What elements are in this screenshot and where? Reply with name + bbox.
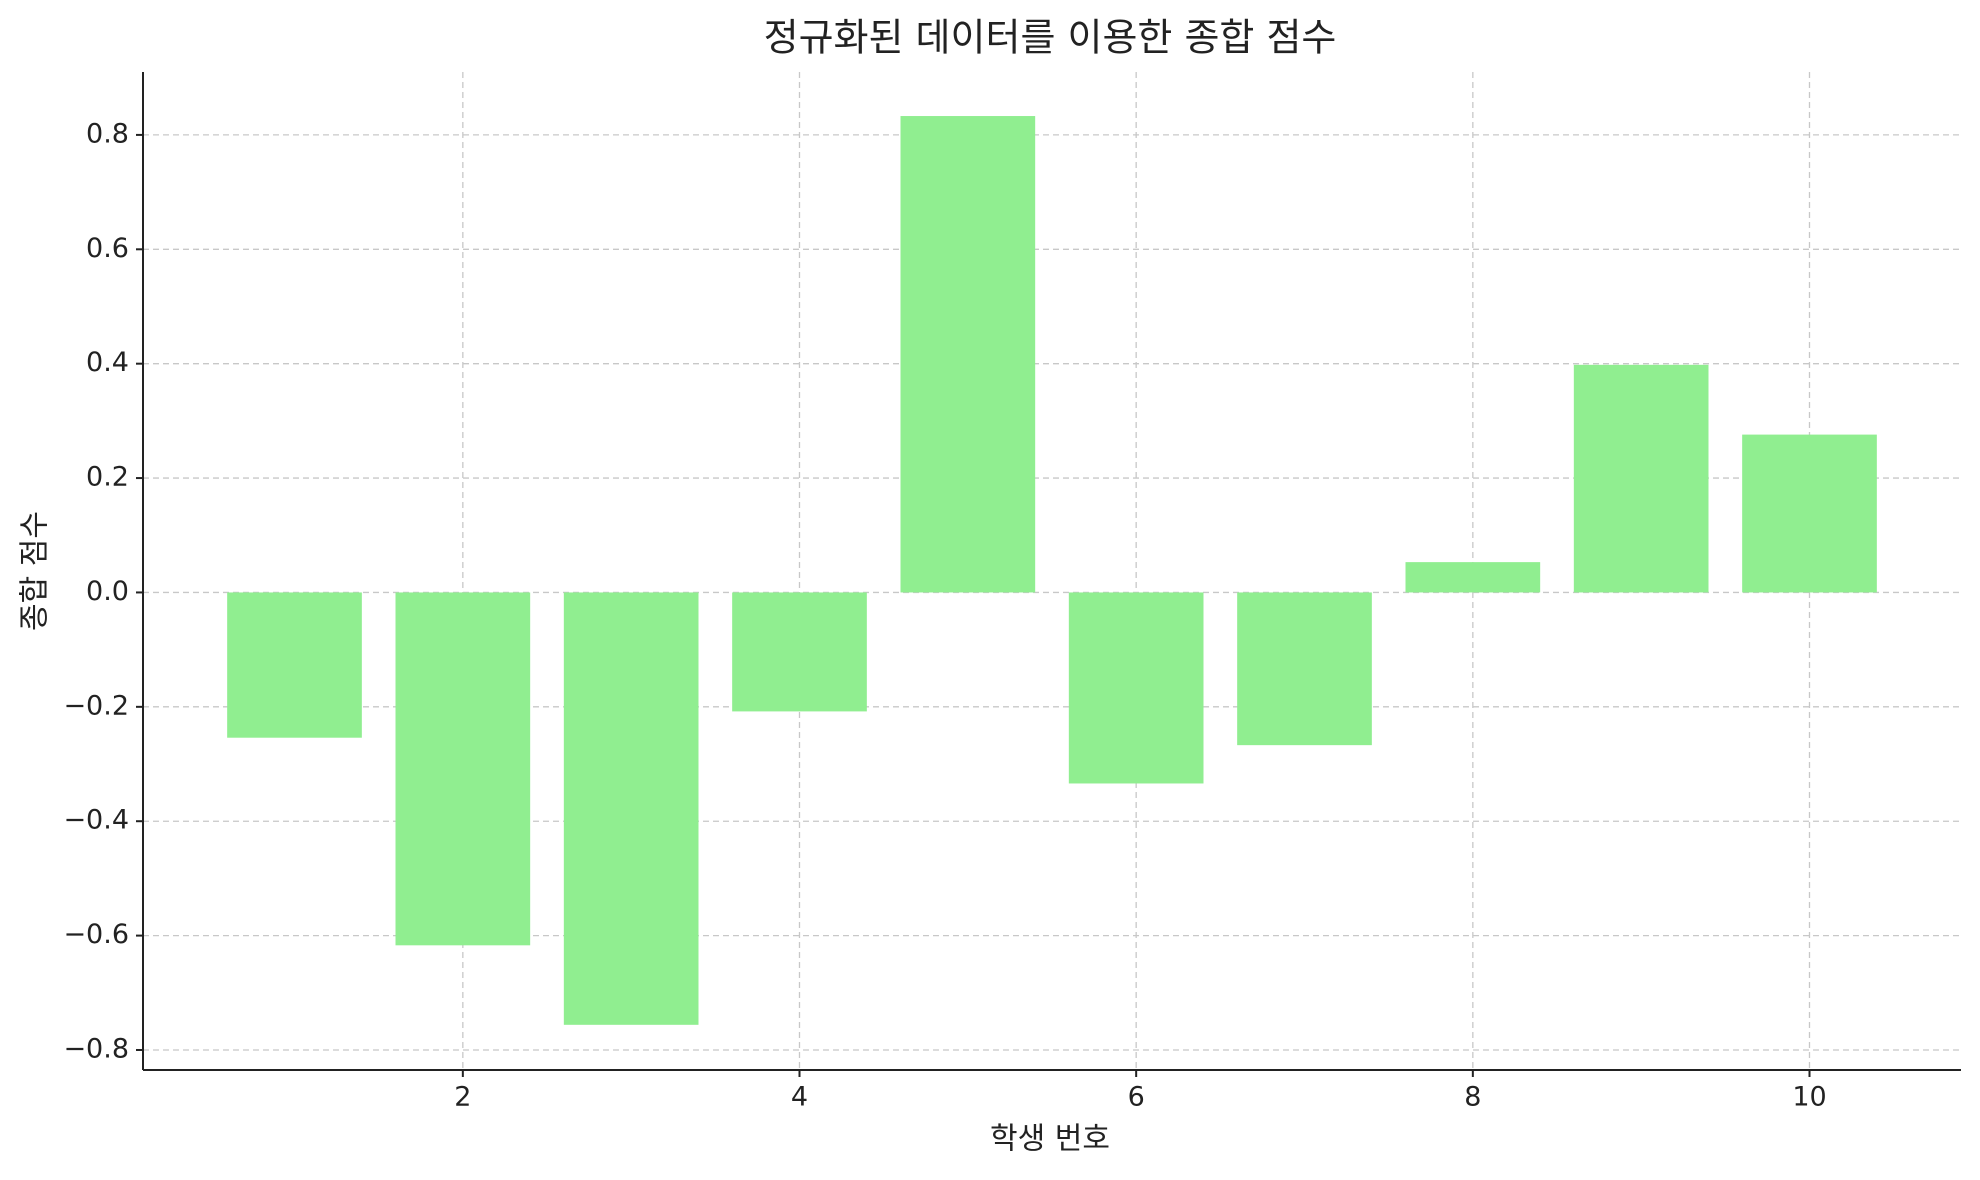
y-tick-label: −0.4 (63, 805, 129, 836)
bar (900, 116, 1036, 593)
y-axis-label: 종합 점수 (18, 511, 53, 631)
bar (395, 592, 531, 946)
y-tick-label: 0.0 (86, 576, 129, 607)
y-tick-label: 0.2 (86, 462, 129, 493)
y-tick-label: 0.6 (86, 233, 129, 264)
y-tick-label: −0.6 (63, 919, 129, 950)
bar (227, 592, 362, 738)
y-tick-label: 0.8 (86, 118, 129, 149)
x-tick-label: 10 (1792, 1082, 1826, 1113)
bar (1573, 364, 1709, 593)
bar (1405, 562, 1541, 593)
bar (1237, 592, 1372, 746)
x-tick-label: 2 (454, 1082, 471, 1113)
x-tick-label: 8 (1464, 1082, 1481, 1113)
y-tick-label: −0.2 (63, 690, 129, 721)
bar (1068, 592, 1204, 784)
bar (563, 592, 699, 1025)
y-tick-label: −0.8 (63, 1033, 129, 1064)
bar (732, 592, 867, 712)
bar (1742, 434, 1877, 593)
x-tick-label: 6 (1128, 1082, 1145, 1113)
y-tick-label: 0.4 (86, 347, 129, 378)
chart-title: 정규화된 데이터를 이용한 종합 점수 (764, 16, 1337, 60)
x-tick-label: 4 (791, 1082, 808, 1113)
x-axis-label: 학생 번호 (990, 1122, 1110, 1157)
